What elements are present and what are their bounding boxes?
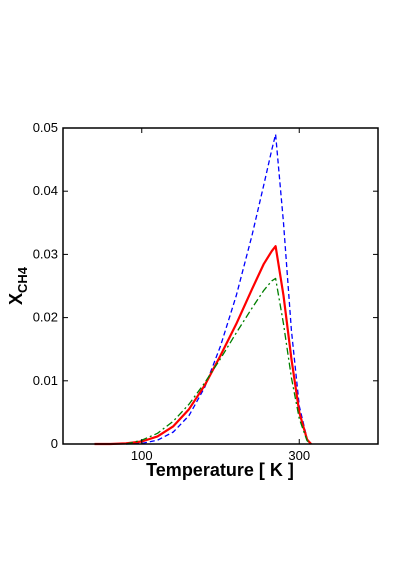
y-tick-label-0.05: 0.05	[33, 120, 58, 135]
y-axis-title-main: X	[6, 293, 26, 305]
y-tick-label-0.02: 0.02	[33, 310, 58, 325]
plot-frame	[62, 127, 379, 445]
series-line-1	[125, 133, 312, 445]
y-axis-title-subscript: CH4	[15, 266, 30, 293]
x-axis-title: Temperature [ K ]	[146, 460, 294, 480]
series-line-2	[94, 245, 312, 446]
y-axis-title: XCH4	[6, 266, 30, 305]
y-tick-label-0.03: 0.03	[33, 246, 58, 261]
series-line-3	[125, 277, 312, 445]
x-tick-label-100: 100	[131, 448, 153, 463]
x-tick-label-300: 300	[288, 448, 310, 463]
y-tick-label-0.01: 0.01	[33, 373, 58, 388]
y-tick-label-0: 0	[51, 436, 58, 451]
y-tick-label-0.04: 0.04	[33, 183, 58, 198]
svg-text:XCH4: XCH4	[6, 266, 30, 305]
